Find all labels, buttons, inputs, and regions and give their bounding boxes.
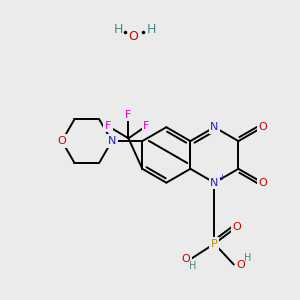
Text: F: F: [125, 110, 132, 120]
Text: O: O: [258, 178, 267, 188]
Text: H: H: [114, 22, 123, 36]
Text: O: O: [236, 260, 245, 269]
Text: P: P: [211, 239, 218, 249]
Text: O: O: [58, 136, 66, 146]
Text: O: O: [128, 30, 138, 43]
Text: F: F: [104, 121, 111, 131]
Text: +: +: [218, 173, 225, 182]
Text: H: H: [189, 261, 196, 271]
Text: F: F: [143, 121, 150, 131]
Text: O: O: [232, 222, 241, 232]
Text: N: N: [210, 122, 219, 132]
Text: N: N: [210, 178, 219, 188]
Text: O: O: [258, 122, 267, 132]
Text: O: O: [182, 254, 190, 264]
Text: H: H: [244, 253, 251, 262]
Text: N: N: [108, 136, 116, 146]
Text: H: H: [146, 22, 156, 36]
